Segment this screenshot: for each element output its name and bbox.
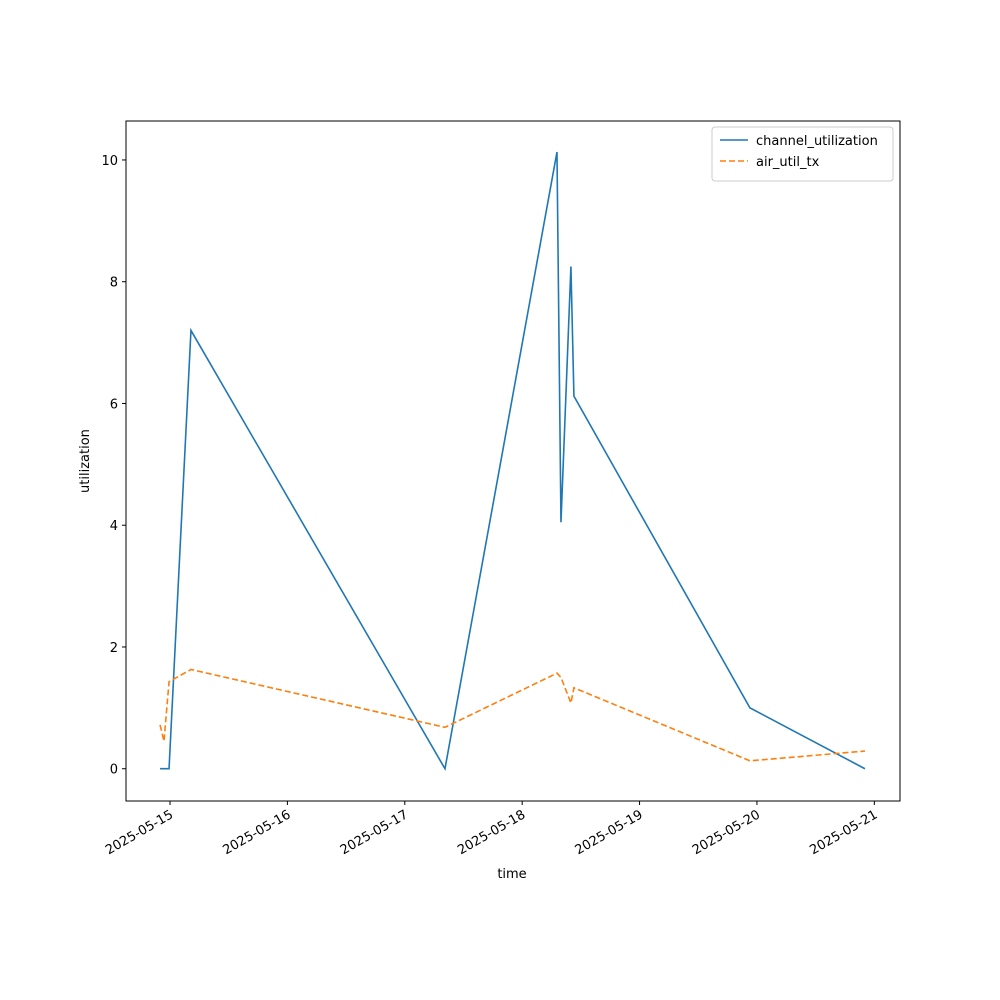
x-tick-label: 2025-05-17 [338, 807, 411, 858]
y-tick-label: 10 [101, 154, 118, 169]
y-tick-label: 6 [110, 397, 118, 412]
x-tick-label: 2025-05-21 [807, 807, 880, 858]
y-tick-label: 4 [110, 519, 118, 534]
x-tick-label: 2025-05-19 [573, 807, 646, 858]
x-axis-label: time [497, 867, 526, 882]
y-axis-label: utilization [78, 429, 93, 493]
legend-label: air_util_tx [756, 155, 820, 170]
x-tick-label: 2025-05-18 [455, 807, 528, 858]
plot-frame [125, 120, 901, 802]
series-line [160, 151, 866, 772]
x-tick-label: 2025-05-15 [103, 807, 176, 858]
x-tick-label: 2025-05-20 [690, 807, 763, 858]
y-tick-label: 0 [110, 763, 118, 778]
y-tick-label: 2 [110, 641, 118, 656]
legend-box [711, 126, 894, 182]
x-tick-label: 2025-05-16 [220, 807, 293, 858]
legend-label: channel_utilization [756, 134, 878, 149]
series-line [159, 668, 866, 762]
y-tick-label: 8 [110, 276, 118, 291]
